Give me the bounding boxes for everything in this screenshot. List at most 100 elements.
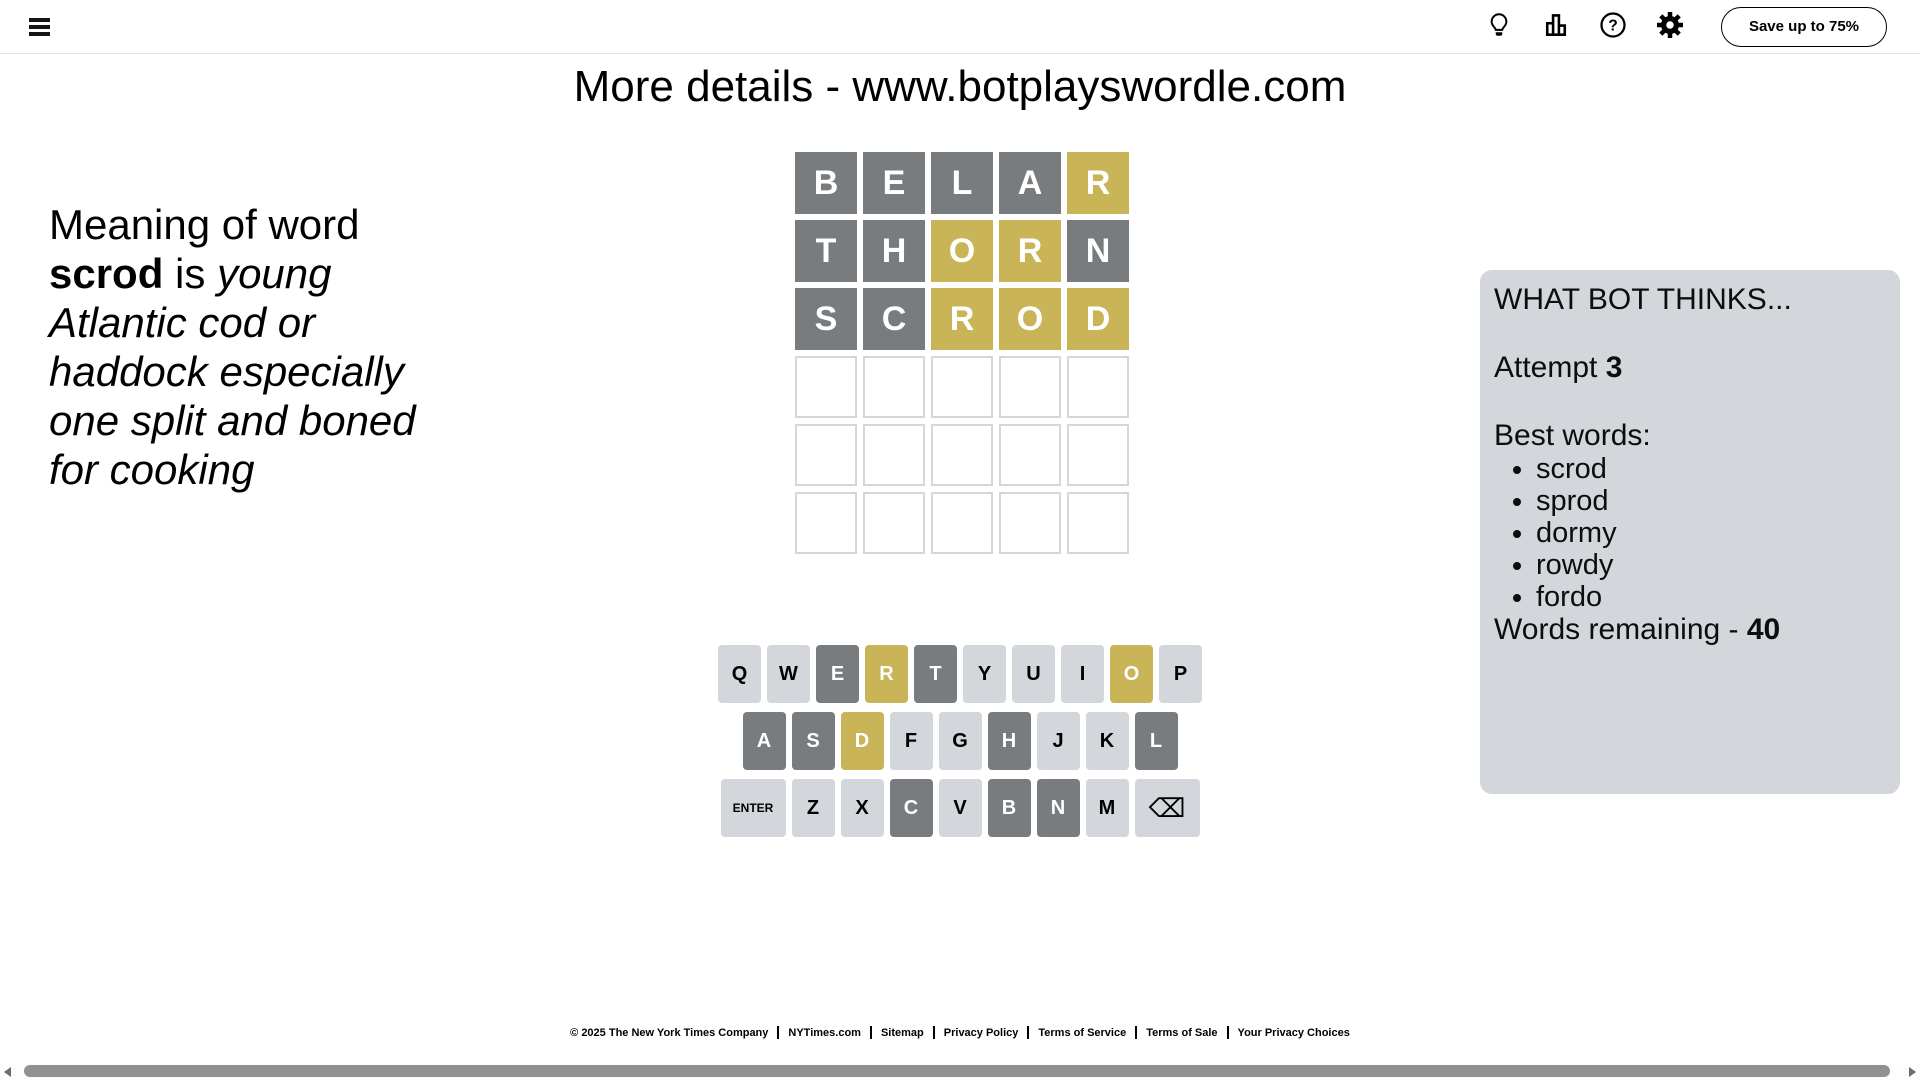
- key-l[interactable]: L: [1134, 712, 1178, 770]
- bar-chart-icon: [1542, 11, 1570, 42]
- menu-button[interactable]: [29, 17, 50, 36]
- best-word-sprod: sprod: [1536, 485, 1886, 517]
- tile-r4-c2: [863, 356, 925, 418]
- best-word-scrod: scrod: [1536, 453, 1886, 485]
- page-title: More details - www.botplayswordle.com: [573, 62, 1347, 111]
- tile-r1-c1: B: [795, 152, 857, 214]
- key-m[interactable]: M: [1085, 779, 1129, 837]
- footer-divider: [869, 1026, 872, 1039]
- definition-word: scrod: [49, 250, 164, 297]
- key-t[interactable]: T: [914, 645, 957, 703]
- key-s[interactable]: S: [791, 712, 835, 770]
- best-words-list: scrodsproddormyrowdyfordo: [1494, 453, 1886, 613]
- key-n[interactable]: N: [1036, 779, 1080, 837]
- key-d[interactable]: D: [840, 712, 884, 770]
- key-i[interactable]: I: [1061, 645, 1104, 703]
- key-g[interactable]: G: [938, 712, 982, 770]
- footer-link-terms-of-sale[interactable]: Terms of Sale: [1146, 1026, 1218, 1039]
- key-b[interactable]: B: [987, 779, 1031, 837]
- topbar-actions: ?: [1483, 6, 1887, 47]
- scrollbar-thumb[interactable]: [24, 1065, 1890, 1077]
- bot-panel-title: WHAT BOT THINKS...: [1494, 283, 1792, 316]
- tile-r6-c3: [931, 492, 993, 554]
- footer-link-sitemap[interactable]: Sitemap: [880, 1026, 924, 1039]
- top-bar: ?: [0, 0, 1920, 54]
- words-remaining-label: Words remaining -: [1494, 613, 1739, 646]
- key-o[interactable]: O: [1110, 645, 1153, 703]
- footer-divider: [1027, 1026, 1030, 1039]
- key-u[interactable]: U: [1012, 645, 1055, 703]
- lightbulb-icon: [1485, 11, 1513, 42]
- stats-button[interactable]: [1540, 11, 1572, 43]
- tile-r3-c3: R: [931, 288, 993, 350]
- key-y[interactable]: Y: [963, 645, 1006, 703]
- tile-r5-c3: [931, 424, 993, 486]
- attempt-label: Attempt: [1494, 351, 1598, 384]
- subscribe-button[interactable]: Save up to 75%: [1720, 6, 1887, 47]
- footer-link-privacy-policy[interactable]: Privacy Policy: [943, 1026, 1019, 1039]
- scroll-left-arrow[interactable]: [4, 1066, 11, 1077]
- gear-icon: [1655, 10, 1685, 43]
- tile-r1-c2: E: [863, 152, 925, 214]
- footer-divider: [777, 1026, 780, 1039]
- tile-r2-c3: O: [931, 220, 993, 282]
- settings-button[interactable]: [1654, 11, 1686, 43]
- footer-link-nytimes-com[interactable]: NYTimes.com: [788, 1026, 861, 1039]
- tile-r3-c2: C: [863, 288, 925, 350]
- hamburger-icon: [29, 17, 50, 22]
- attempt-counter: Attempt 3: [1494, 351, 1886, 385]
- key-k[interactable]: K: [1085, 712, 1129, 770]
- key-q[interactable]: Q: [718, 645, 761, 703]
- best-word-dormy: dormy: [1536, 517, 1886, 549]
- definition-connector: is: [175, 250, 206, 297]
- key-v[interactable]: V: [938, 779, 982, 837]
- footer-link-your-privacy-choices[interactable]: Your Privacy Choices: [1237, 1026, 1350, 1039]
- footer-link-terms-of-service[interactable]: Terms of Service: [1038, 1026, 1127, 1039]
- tile-r1-c3: L: [931, 152, 993, 214]
- attempt-number: 3: [1605, 351, 1623, 384]
- tile-r2-c4: R: [999, 220, 1061, 282]
- key-z[interactable]: Z: [791, 779, 835, 837]
- key-x[interactable]: X: [840, 779, 884, 837]
- key-a[interactable]: A: [742, 712, 786, 770]
- hint-button[interactable]: [1483, 11, 1515, 43]
- tile-r5-c5: [1067, 424, 1129, 486]
- tile-r2-c5: N: [1067, 220, 1129, 282]
- on-screen-keyboard: Q W E R T Y U I O P A S D F G H J K L ENTER Z X C V B N M ⌫: [0, 645, 1920, 837]
- definition-meaning: young Atlantic cod or haddock especially…: [49, 250, 416, 493]
- tile-r2-c1: T: [795, 220, 857, 282]
- key-p[interactable]: P: [1159, 645, 1202, 703]
- horizontal-scrollbar[interactable]: [0, 1063, 1920, 1080]
- tile-r2-c2: H: [863, 220, 925, 282]
- bot-thoughts-panel: WHAT BOT THINKS... Attempt 3 Best words:…: [1480, 270, 1900, 794]
- key-r[interactable]: R: [865, 645, 908, 703]
- key-c[interactable]: C: [889, 779, 933, 837]
- definition-lead: Meaning of word: [49, 201, 360, 248]
- key-backspace[interactable]: ⌫: [1134, 779, 1200, 837]
- tile-r6-c2: [863, 492, 925, 554]
- key-enter[interactable]: ENTER: [720, 779, 786, 837]
- key-j[interactable]: J: [1036, 712, 1080, 770]
- footer-link-2025-the-new-york-times-company[interactable]: © 2025 The New York Times Company: [570, 1026, 769, 1039]
- word-definition: Meaning of word scrod is young Atlantic …: [49, 200, 445, 494]
- question-mark-icon: ?: [1598, 10, 1628, 43]
- key-h[interactable]: H: [987, 712, 1031, 770]
- key-f[interactable]: F: [889, 712, 933, 770]
- tile-r4-c5: [1067, 356, 1129, 418]
- footer-divider: [1226, 1026, 1229, 1039]
- tile-r4-c1: [795, 356, 857, 418]
- svg-text:?: ?: [1608, 18, 1618, 35]
- keyboard-row-3: ENTER Z X C V B N M ⌫: [720, 779, 1200, 837]
- key-w[interactable]: W: [767, 645, 810, 703]
- tile-r3-c5: D: [1067, 288, 1129, 350]
- help-button[interactable]: ?: [1597, 11, 1629, 43]
- words-remaining-count: 40: [1746, 613, 1781, 646]
- footer-divider: [932, 1026, 935, 1039]
- key-e[interactable]: E: [816, 645, 859, 703]
- scroll-right-arrow[interactable]: [1909, 1066, 1916, 1077]
- tile-r3-c4: O: [999, 288, 1061, 350]
- best-word-fordo: fordo: [1536, 581, 1886, 613]
- tile-r6-c4: [999, 492, 1061, 554]
